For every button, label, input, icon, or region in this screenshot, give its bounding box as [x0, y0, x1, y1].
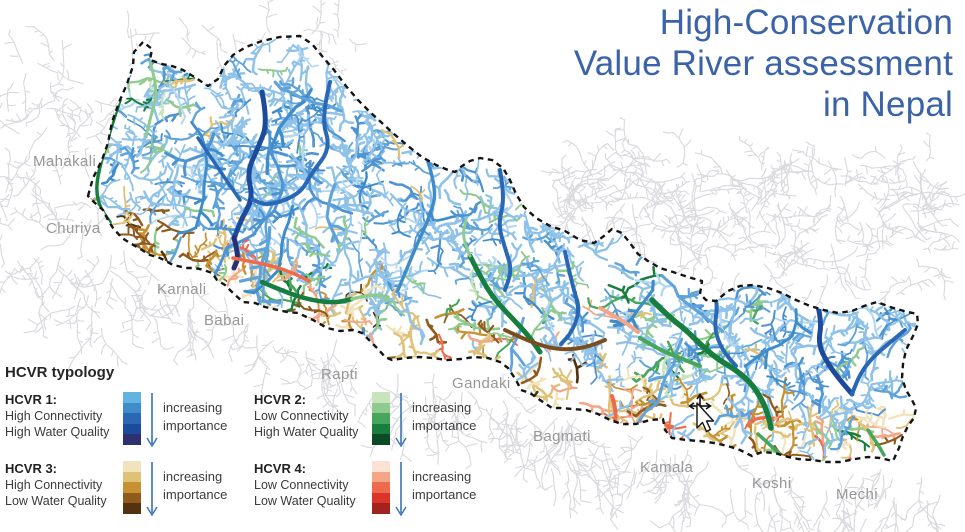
increasing-text: increasing [412, 400, 472, 415]
title-line-2: Value River assessment [573, 44, 953, 83]
basin-label-karnali: Karnali [157, 281, 207, 298]
nepal-border [86, 34, 920, 464]
down-arrow-icon [393, 392, 409, 450]
legend: HCVR typology HCVR 1: High Connectivity … [5, 364, 510, 519]
down-arrow-icon [144, 392, 160, 450]
legend-entry-hcvr2: HCVR 2: Low Connectivity High Water Qual… [254, 392, 504, 450]
major-rivers [95, 60, 907, 457]
basin-label-kamala: Kamala [640, 459, 694, 476]
legend-title: HCVR typology [5, 364, 115, 381]
hcvr4-line1: Low Connectivity [254, 478, 349, 492]
importance-text: importance [163, 487, 228, 502]
importance-text: importance [412, 487, 477, 502]
legend-grid: HCVR 1: High Connectivity High Water Qua… [5, 392, 510, 519]
basin-label-rapti: Rapti [321, 366, 359, 383]
importance-text: importance [163, 418, 228, 433]
mouse-cursor [688, 393, 715, 433]
increasing-text: increasing [412, 469, 472, 484]
basin-label-babai: Babai [204, 312, 245, 329]
basin-label-mechi: Mechi [836, 486, 879, 503]
hcvr4-label: HCVR 4: [254, 461, 307, 476]
hcvr2-line2: High Water Quality [254, 425, 359, 439]
hcvr1-color-ramp [123, 392, 141, 445]
basin-label-mahakali: Mahakali [33, 153, 97, 170]
hcvr1-line1: High Connectivity [5, 409, 103, 423]
importance-text: importance [412, 418, 477, 433]
hcvr2-color-ramp [372, 392, 390, 445]
hcvr3-line1: High Connectivity [5, 478, 103, 492]
hcvr4-line2: Low Water Quality [254, 494, 356, 508]
hcvr4-color-ramp [372, 461, 390, 514]
map-title: High-Conservation Value River assessment… [574, 2, 953, 125]
hcvr3-label: HCVR 3: [5, 461, 58, 476]
hcvr2-line1: Low Connectivity [254, 409, 349, 423]
basin-label-bagmati: Bagmati [533, 428, 591, 445]
increasing-text: increasing [163, 469, 223, 484]
down-arrow-icon [144, 461, 160, 519]
legend-entry-hcvr3: HCVR 3: High Connectivity Low Water Qual… [5, 461, 254, 519]
basin-label-churiya: Churiya [46, 220, 101, 237]
hcvr3-color-ramp [123, 461, 141, 514]
down-arrow-icon [393, 461, 409, 519]
hcvr1-label: HCVR 1: [5, 392, 58, 407]
title-line-1: High-Conservation [659, 3, 953, 42]
hcvr2-label: HCVR 2: [254, 392, 307, 407]
hcvr1-line2: High Water Quality [5, 425, 110, 439]
increasing-text: increasing [163, 400, 223, 415]
legend-entry-hcvr1: HCVR 1: High Connectivity High Water Qua… [5, 392, 254, 450]
basin-label-koshi: Koshi [752, 475, 792, 492]
basin-label-gandaki: Gandaki [452, 375, 511, 392]
legend-entry-hcvr4: HCVR 4: Low Connectivity Low Water Quali… [254, 461, 504, 519]
title-line-3: in Nepal [822, 85, 953, 124]
hcvr3-line2: Low Water Quality [5, 494, 107, 508]
